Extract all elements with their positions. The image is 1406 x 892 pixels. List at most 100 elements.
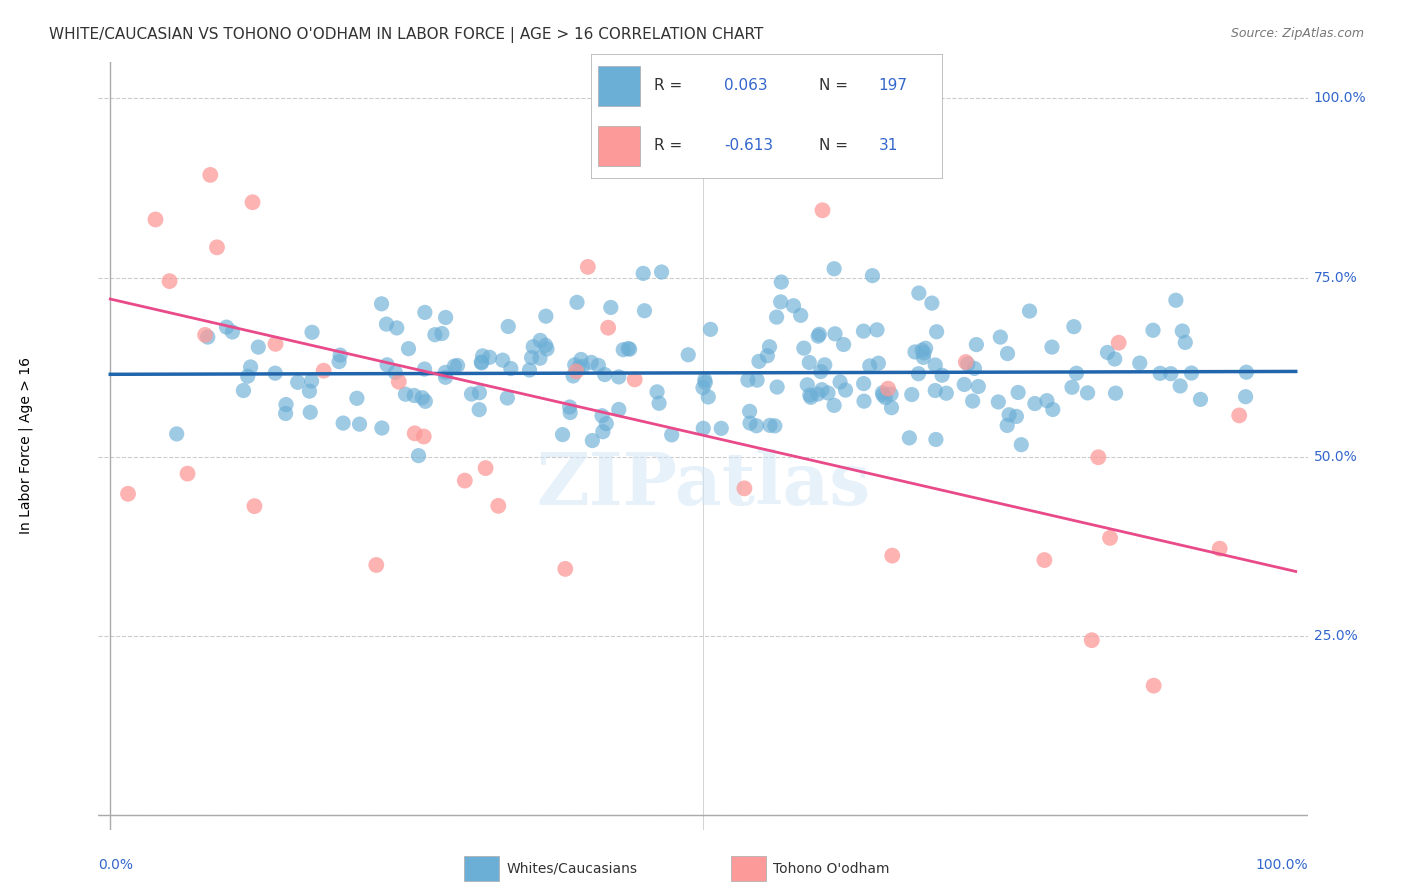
Point <box>956 357 979 371</box>
Point <box>617 342 640 356</box>
Point <box>756 349 779 363</box>
Point <box>194 327 217 342</box>
Point <box>243 499 266 513</box>
Point <box>1143 679 1166 693</box>
Point <box>593 368 616 382</box>
Point <box>468 385 491 400</box>
Point <box>607 370 630 384</box>
Point <box>394 387 416 401</box>
Point <box>676 348 699 362</box>
Point <box>375 317 398 331</box>
Point <box>434 310 457 325</box>
Point <box>962 394 984 409</box>
Point <box>695 376 717 390</box>
Point <box>733 481 755 495</box>
Point <box>737 373 759 387</box>
Point <box>536 342 558 356</box>
Point <box>766 380 789 394</box>
Point <box>474 461 496 475</box>
Point <box>748 354 770 368</box>
Point <box>692 381 714 395</box>
Point <box>1010 438 1032 452</box>
Point <box>834 383 856 397</box>
Point <box>298 384 321 399</box>
Point <box>486 499 509 513</box>
Point <box>998 408 1021 422</box>
Text: Tohono O'odham: Tohono O'odham <box>773 862 890 876</box>
Point <box>907 367 929 381</box>
Point <box>470 355 492 369</box>
Point <box>197 330 219 344</box>
Point <box>1149 367 1171 381</box>
Point <box>430 326 453 341</box>
Point <box>1077 385 1099 400</box>
Point <box>911 343 934 358</box>
Text: R =: R = <box>654 78 688 94</box>
Point <box>117 487 139 501</box>
Point <box>568 360 591 375</box>
Point <box>301 374 323 388</box>
Point <box>633 303 655 318</box>
Point <box>921 296 943 310</box>
Point <box>995 418 1018 433</box>
Point <box>346 392 368 406</box>
Point <box>434 370 457 384</box>
Point <box>931 368 953 383</box>
Point <box>1164 293 1187 308</box>
Point <box>411 391 433 405</box>
Text: 75.0%: 75.0% <box>1313 270 1357 285</box>
Point <box>868 356 890 370</box>
Point <box>1099 531 1122 545</box>
Point <box>415 394 437 409</box>
Point <box>413 305 436 319</box>
Point <box>1160 367 1182 381</box>
Point <box>1168 379 1191 393</box>
Point <box>811 203 834 218</box>
Point <box>808 327 831 342</box>
Point <box>953 377 976 392</box>
Point <box>408 449 430 463</box>
Point <box>166 426 188 441</box>
Point <box>997 346 1019 360</box>
Point <box>370 297 392 311</box>
Point <box>239 359 262 374</box>
Text: 100.0%: 100.0% <box>1256 858 1308 872</box>
Point <box>811 383 834 397</box>
Point <box>898 431 921 445</box>
Point <box>215 320 238 334</box>
Point <box>581 434 603 448</box>
Point <box>328 354 350 368</box>
Point <box>460 387 482 401</box>
Point <box>875 391 897 405</box>
Point <box>763 418 786 433</box>
Point <box>242 195 264 210</box>
Point <box>598 320 620 334</box>
Point <box>236 369 259 384</box>
Point <box>159 274 181 288</box>
Point <box>693 373 716 387</box>
Point <box>1036 393 1059 408</box>
Point <box>1018 304 1040 318</box>
Text: 197: 197 <box>879 78 908 94</box>
Point <box>1066 366 1088 380</box>
Point <box>264 337 287 351</box>
Point <box>1171 324 1194 338</box>
Point <box>799 355 821 369</box>
Point <box>648 396 671 410</box>
Point <box>565 364 588 378</box>
Point <box>274 398 297 412</box>
Point <box>591 409 613 423</box>
Point <box>882 549 904 563</box>
Point <box>860 268 883 283</box>
Text: In Labor Force | Age > 16: In Labor Force | Age > 16 <box>18 358 34 534</box>
Point <box>619 342 641 356</box>
Point <box>571 359 593 374</box>
Point <box>935 386 957 401</box>
Point <box>1174 335 1197 350</box>
Point <box>423 327 446 342</box>
Point <box>900 387 922 401</box>
Text: 100.0%: 100.0% <box>1313 91 1367 105</box>
Point <box>828 375 851 389</box>
Point <box>519 363 541 377</box>
Text: WHITE/CAUCASIAN VS TOHONO O'ODHAM IN LABOR FORCE | AGE > 16 CORRELATION CHART: WHITE/CAUCASIAN VS TOHONO O'ODHAM IN LAB… <box>49 27 763 43</box>
